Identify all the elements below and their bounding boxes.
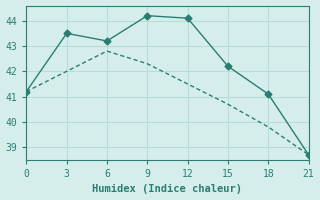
X-axis label: Humidex (Indice chaleur): Humidex (Indice chaleur) bbox=[92, 184, 243, 194]
